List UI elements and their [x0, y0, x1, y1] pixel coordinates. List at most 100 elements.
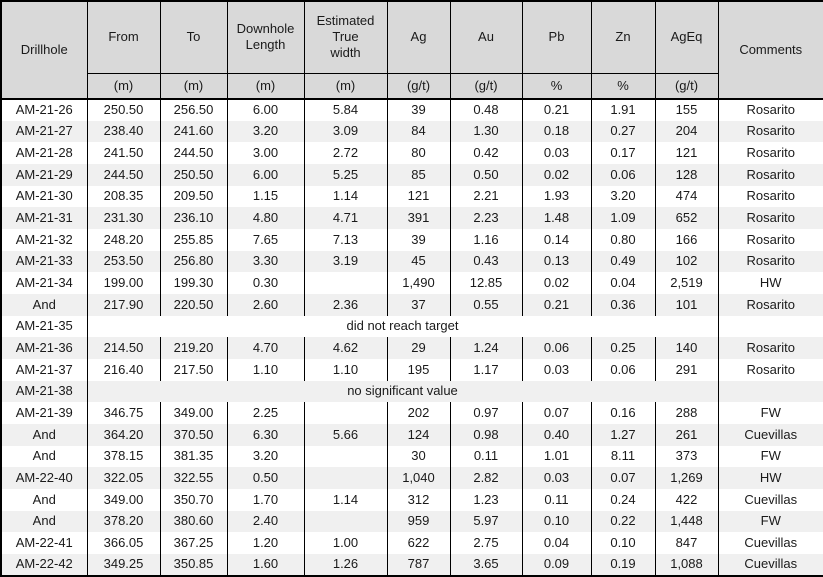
pb-cell: 1.48 — [521, 207, 592, 230]
to-cell: 236.10 — [159, 207, 228, 230]
pb-cell: 0.09 — [521, 554, 592, 576]
drillhole-cell: AM-21-39 — [0, 402, 88, 425]
true-width-cell — [303, 402, 388, 425]
to-cell: 250.50 — [159, 164, 228, 186]
au-cell: 2.21 — [449, 185, 523, 208]
to-cell: 350.85 — [159, 554, 228, 576]
ag-cell: 39 — [386, 99, 451, 121]
pb-cell: 1.93 — [521, 185, 592, 208]
comments-cell: Cuevillas — [717, 424, 823, 446]
comments-cell: Rosarito — [717, 359, 823, 381]
column-header-true-width: Estimated True width — [303, 1, 388, 74]
ag-cell: 84 — [386, 120, 451, 143]
zn-cell: 0.10 — [590, 532, 656, 555]
ageq-cell: 1,448 — [654, 510, 719, 533]
header-label-row: Drillhole From To Downhole Length Estima… — [0, 1, 823, 99]
unit-au: (g/t) — [449, 73, 523, 99]
table-row: AM-21-33 253.50 256.80 3.30 3.19 45 0.43 0.13 0.… — [0, 250, 823, 273]
au-cell: 0.11 — [449, 445, 523, 468]
table-row: And 217.90 220.50 2.60 2.36 37 0.55 0.21 0.36 101… — [0, 294, 823, 316]
true-width-cell: 4.71 — [303, 207, 388, 230]
comments-cell: HW — [717, 272, 823, 295]
ageq-cell: 2,519 — [654, 272, 719, 295]
au-cell: 0.55 — [449, 294, 523, 316]
au-cell: 5.97 — [449, 510, 523, 533]
ageq-cell: 204 — [654, 120, 719, 143]
au-cell: 1.24 — [449, 337, 523, 360]
zn-cell: 0.06 — [590, 359, 656, 381]
true-width-cell: 2.72 — [303, 142, 388, 165]
from-cell: 378.15 — [86, 445, 161, 468]
drillhole-cell: AM-22-40 — [0, 467, 88, 490]
downhole-length-cell: 2.25 — [226, 402, 305, 425]
au-cell: 0.42 — [449, 142, 523, 165]
true-width-cell — [303, 445, 388, 468]
drillhole-cell: And — [0, 294, 88, 316]
drillhole-cell: AM-21-28 — [0, 142, 88, 165]
table-row: AM-21-26 250.50 256.50 6.00 5.84 39 0.48 0.21 1.… — [0, 99, 823, 121]
comments-cell: Rosarito — [717, 207, 823, 230]
from-cell: 378.20 — [86, 510, 161, 533]
comments-cell: Rosarito — [717, 142, 823, 165]
drillhole-cell: And — [0, 445, 88, 468]
drillhole-cell: AM-21-30 — [0, 185, 88, 208]
to-cell: 244.50 — [159, 142, 228, 165]
ageq-cell: 140 — [654, 337, 719, 360]
comments-cell: FW — [717, 445, 823, 468]
note-cell: did not reach target — [86, 315, 719, 338]
drillhole-cell: AM-21-36 — [0, 337, 88, 360]
from-cell: 241.50 — [86, 142, 161, 165]
unit-to: (m) — [159, 73, 228, 99]
ageq-cell: 474 — [654, 185, 719, 208]
from-cell: 244.50 — [86, 164, 161, 186]
table-row: And 378.20 380.60 2.40 959 5.97 0.10 0.22 1,448 F… — [0, 510, 823, 533]
pb-cell: 0.06 — [521, 337, 592, 360]
pb-cell: 0.07 — [521, 402, 592, 425]
zn-cell: 1.91 — [590, 99, 656, 121]
to-cell: 220.50 — [159, 294, 228, 316]
au-cell: 1.30 — [449, 120, 523, 143]
ag-cell: 30 — [386, 445, 451, 468]
downhole-length-cell: 4.80 — [226, 207, 305, 230]
to-cell: 256.50 — [159, 99, 228, 121]
ageq-cell: 652 — [654, 207, 719, 230]
unit-downhole-length: (m) — [226, 73, 305, 99]
ageq-cell: 1,088 — [654, 554, 719, 576]
drillhole-cell: AM-21-35 — [0, 315, 88, 338]
true-width-cell: 3.19 — [303, 250, 388, 273]
au-cell: 0.98 — [449, 424, 523, 446]
column-header-true-width-label: Estimated True width — [316, 12, 375, 61]
pb-cell: 0.10 — [521, 510, 592, 533]
drillhole-cell: AM-21-26 — [0, 99, 88, 121]
column-header-au: Au — [449, 1, 523, 74]
ag-cell: 391 — [386, 207, 451, 230]
unit-zn: % — [590, 73, 656, 99]
ageq-cell: 373 — [654, 445, 719, 468]
zn-cell: 0.06 — [590, 164, 656, 186]
table-body: AM-21-26 250.50 256.50 6.00 5.84 39 0.48 0.21 1.… — [0, 99, 823, 576]
from-cell: 349.25 — [86, 554, 161, 576]
downhole-length-cell: 0.50 — [226, 467, 305, 490]
from-cell: 364.20 — [86, 424, 161, 446]
ageq-cell: 155 — [654, 99, 719, 121]
table-row: AM-21-30 208.35 209.50 1.15 1.14 121 2.21 1.93 3… — [0, 185, 823, 208]
comments-cell: Rosarito — [717, 120, 823, 143]
drillhole-cell: And — [0, 510, 88, 533]
table-row: AM-21-32 248.20 255.85 7.65 7.13 39 1.16 0.14 0.… — [0, 229, 823, 251]
table-row: AM-21-28 241.50 244.50 3.00 2.72 80 0.42 0.03 0.… — [0, 142, 823, 165]
zn-cell: 8.11 — [590, 445, 656, 468]
pb-cell: 0.21 — [521, 99, 592, 121]
comments-cell: Rosarito — [717, 99, 823, 121]
ag-cell: 45 — [386, 250, 451, 273]
zn-cell: 0.07 — [590, 467, 656, 490]
au-cell: 0.97 — [449, 402, 523, 425]
downhole-length-cell: 3.00 — [226, 142, 305, 165]
ag-cell: 124 — [386, 424, 451, 446]
zn-cell: 0.25 — [590, 337, 656, 360]
zn-cell: 0.24 — [590, 489, 656, 511]
pb-cell: 0.04 — [521, 532, 592, 555]
au-cell: 1.16 — [449, 229, 523, 251]
downhole-length-cell: 3.20 — [226, 445, 305, 468]
table-row: And 364.20 370.50 6.30 5.66 124 0.98 0.40 1.27 26… — [0, 424, 823, 446]
table-row: AM-21-27 238.40 241.60 3.20 3.09 84 1.30 0.18 0.… — [0, 120, 823, 143]
